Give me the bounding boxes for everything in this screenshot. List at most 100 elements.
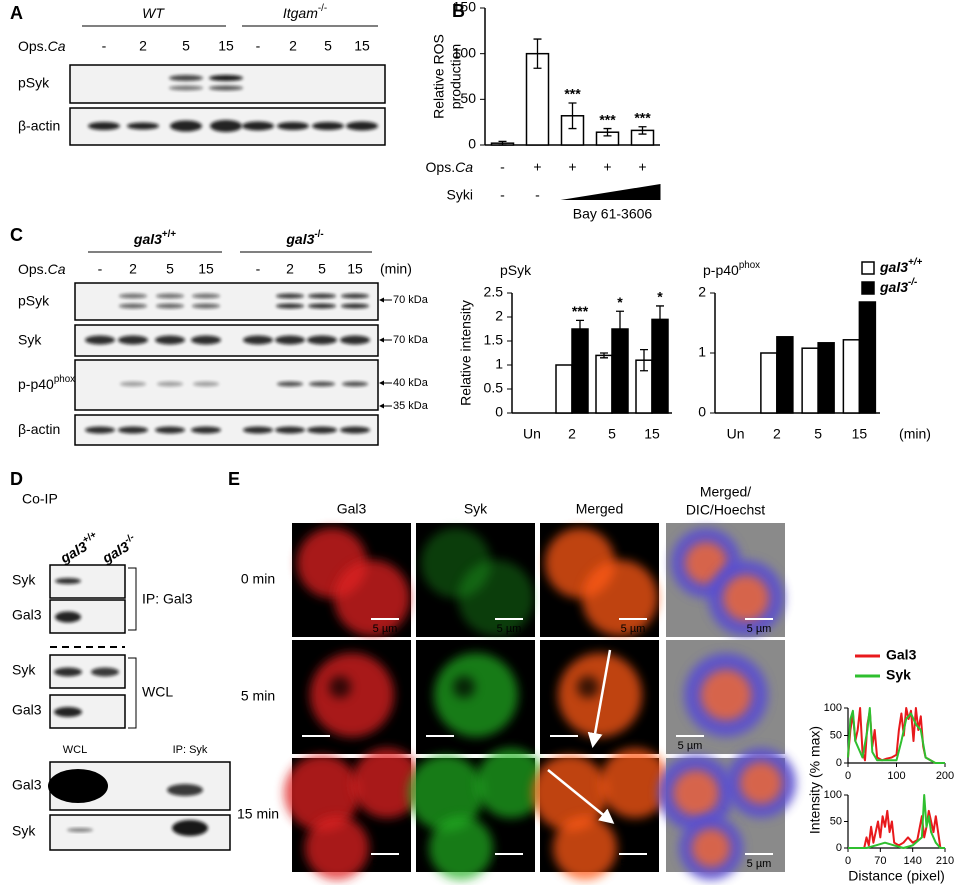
scale-label: 5 µm	[747, 623, 772, 635]
dose-wedge	[560, 184, 661, 200]
lane-label: 5	[166, 261, 174, 277]
legend-label: gal3-/-	[879, 277, 917, 295]
unit-label: (min)	[380, 261, 412, 277]
column-label: Merged/	[700, 484, 751, 500]
group-label: WT	[142, 5, 165, 21]
panel-label: D	[10, 469, 23, 489]
cell-signal	[310, 653, 394, 737]
panel-label: B	[452, 1, 465, 21]
band	[156, 303, 184, 309]
band	[307, 335, 337, 345]
x-tick-label: 2	[773, 426, 781, 442]
micrograph: 5 µm	[532, 748, 670, 880]
band	[192, 303, 220, 309]
band	[340, 335, 370, 345]
significance: *	[657, 289, 663, 305]
row-label-part: Ca	[48, 38, 66, 54]
profile-line	[848, 794, 945, 849]
condition-label-part: Ca	[455, 159, 473, 175]
group-label-part: gal3	[133, 231, 162, 247]
row-label: β-actin	[18, 118, 60, 134]
cell-signal	[334, 560, 410, 636]
band	[120, 381, 146, 387]
cell-signal	[458, 560, 534, 636]
cell-signal	[691, 828, 731, 868]
y-tick-label: 100	[453, 44, 477, 60]
cell-signal	[558, 653, 642, 737]
micrograph: 5 µm	[540, 523, 659, 637]
lane-label: gal3-/-	[98, 532, 140, 566]
row-label: Syk	[12, 572, 36, 588]
band	[191, 335, 221, 345]
cell-signal	[553, 816, 617, 880]
scale-label: 5 µm	[621, 623, 646, 635]
marker-label: 40 kDa	[393, 377, 429, 389]
band	[340, 426, 370, 434]
blot	[74, 282, 379, 321]
column-label: Gal3	[337, 501, 367, 517]
micrograph: 5 µm	[408, 748, 546, 880]
y-tick-label: 150	[453, 0, 477, 15]
bar	[595, 354, 613, 414]
panel-label: C	[10, 225, 23, 245]
band	[277, 381, 303, 387]
x-tick-label: 210	[936, 855, 954, 867]
band	[308, 293, 336, 299]
bar	[817, 342, 835, 414]
x-tick-label: 200	[936, 770, 954, 782]
band	[169, 75, 203, 81]
condition-value: +	[533, 159, 541, 175]
band	[275, 335, 305, 345]
profile-arrow	[587, 649, 612, 748]
band	[48, 769, 108, 803]
scale-label: 5 µm	[497, 858, 522, 870]
lane-label: 15	[347, 261, 363, 277]
column-label: DIC/Hoechst	[686, 502, 765, 518]
group-label-part: +/+	[162, 229, 176, 240]
scale-label: 5 µm	[621, 858, 646, 870]
row-label: 15 min	[237, 806, 279, 822]
lane-label: 5	[318, 261, 326, 277]
cell-signal	[429, 816, 493, 880]
marker-label: 70 kDa	[393, 334, 429, 346]
cell-signal	[723, 575, 769, 621]
row-label: Syk	[12, 823, 36, 839]
scale-label: 5 µm	[428, 740, 453, 752]
row-label-part: β-actin	[18, 421, 60, 437]
bar	[842, 339, 861, 414]
legend-swatch	[861, 281, 875, 295]
row-label: Gal3	[12, 777, 42, 793]
row-label-part: phox	[54, 374, 75, 385]
band	[277, 122, 309, 130]
treatment-label: Bay 61-3606	[573, 206, 653, 222]
condition-value: -	[500, 187, 505, 203]
blot	[69, 64, 386, 104]
x-unit-label: (min)	[899, 426, 931, 442]
cell-signal	[434, 653, 518, 737]
band	[172, 820, 208, 836]
band	[309, 381, 335, 387]
significance: ***	[634, 109, 651, 125]
band	[155, 426, 185, 434]
band	[341, 303, 369, 309]
bracket	[128, 567, 137, 631]
group-label-part: Itgam	[283, 5, 318, 21]
group-label-part: -/-	[318, 3, 327, 14]
condition-value: +	[568, 159, 576, 175]
x-tick-label: 70	[874, 855, 886, 867]
row-label-part: Ops.	[18, 261, 48, 277]
error-bar	[603, 127, 612, 137]
y-tick-label: 50	[830, 815, 842, 827]
x-tick-label: 0	[845, 855, 851, 867]
row-label: Ops.Ca	[18, 38, 66, 54]
significance: ***	[564, 86, 581, 102]
y-axis-label: Relative intensity	[458, 300, 474, 406]
micrograph: 5 µm	[284, 748, 422, 880]
legend-label-part: gal3	[879, 279, 908, 295]
condition-value: -	[535, 187, 540, 203]
row-label: Syk	[18, 331, 42, 347]
scale-label: 5 µm	[678, 740, 703, 752]
significance: *	[617, 294, 623, 310]
bar	[801, 347, 819, 414]
lane-label: 15	[354, 38, 370, 54]
